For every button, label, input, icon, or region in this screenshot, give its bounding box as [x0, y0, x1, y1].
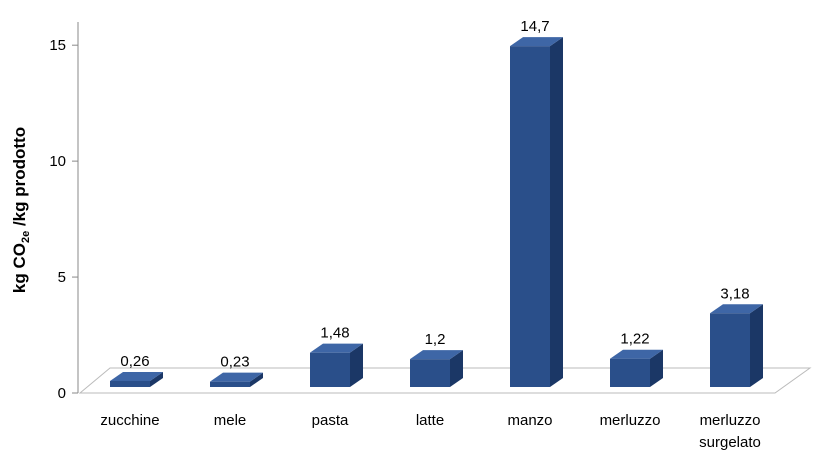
- x-tick-label: mele: [214, 412, 247, 429]
- bar-side: [250, 372, 263, 387]
- bar: [210, 372, 263, 387]
- bar-front: [210, 381, 250, 387]
- x-tick-label: zucchine: [100, 412, 159, 429]
- bar-top: [310, 343, 363, 353]
- x-tick-label: manzo: [507, 412, 552, 429]
- value-label: 1,22: [620, 331, 649, 348]
- bar-top: [410, 350, 463, 360]
- y-label-main: kg CO: [10, 243, 29, 293]
- bar: [410, 350, 463, 387]
- value-label: 0,23: [220, 354, 249, 371]
- bar-front: [610, 358, 650, 387]
- value-label: 3,18: [720, 285, 749, 302]
- y-label-sub: 2e: [20, 231, 32, 243]
- bar: [110, 371, 163, 387]
- value-label: 1,2: [425, 331, 446, 348]
- x-tick-label: latte: [416, 412, 444, 429]
- y-tick-label: 0: [58, 385, 66, 402]
- bar-side: [150, 371, 163, 387]
- bar-top: [710, 304, 763, 314]
- bar-side: [750, 304, 763, 387]
- bar-top: [510, 37, 563, 47]
- bar-front: [510, 46, 550, 388]
- bar-side: [650, 349, 663, 387]
- bar-front: [110, 380, 150, 387]
- value-label: 1,48: [320, 325, 349, 342]
- x-tick-label-line: merluzzo: [700, 412, 761, 429]
- bar-front: [310, 352, 350, 387]
- bar: [610, 349, 663, 387]
- x-tick-label: pasta: [312, 412, 349, 429]
- bar: [510, 37, 563, 388]
- y-tick-label: 10: [49, 153, 66, 170]
- x-tick-label: merluzzo: [600, 412, 661, 429]
- bar-top: [110, 371, 163, 381]
- bar-top: [610, 349, 663, 359]
- bar-side: [350, 343, 363, 387]
- y-axis-label: kg CO2e /kg prodotto: [10, 127, 32, 293]
- value-label: 14,7: [520, 18, 549, 35]
- y-tick-label: 15: [49, 37, 66, 54]
- bar: [710, 304, 763, 387]
- y-tick-label: 5: [58, 269, 66, 286]
- bar-front: [710, 313, 750, 387]
- bar-side: [550, 37, 563, 388]
- x-tick-label: merluzzo surgelato: [699, 412, 761, 451]
- value-label: 0,26: [120, 353, 149, 370]
- bar-side: [450, 350, 463, 387]
- y-label-rest: /kg prodotto: [10, 127, 29, 231]
- bar-front: [410, 359, 450, 387]
- x-tick-label-line: surgelato: [699, 434, 761, 451]
- bar-top: [210, 372, 263, 382]
- bar: [310, 343, 363, 387]
